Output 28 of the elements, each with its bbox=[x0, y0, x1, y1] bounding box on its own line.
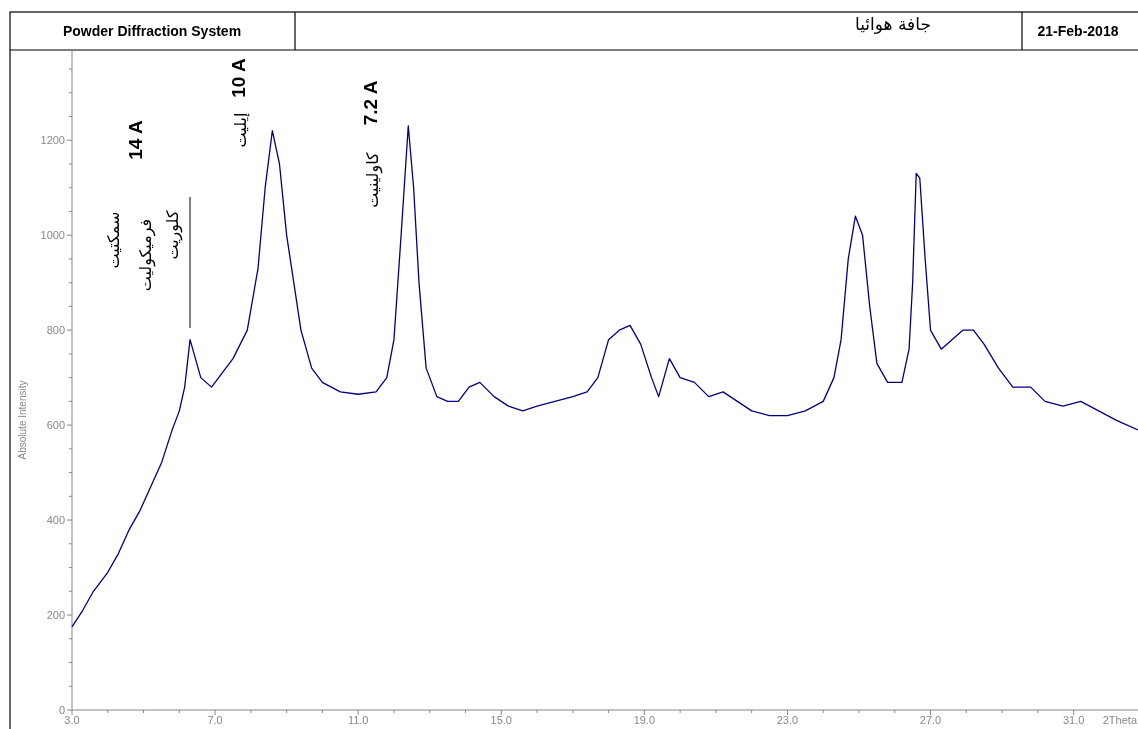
x-tick-label: 15.0 bbox=[490, 714, 512, 726]
annotation: إيليت bbox=[230, 112, 250, 148]
annotation: 14 A bbox=[124, 120, 146, 160]
y-tick-label: 1200 bbox=[40, 134, 65, 147]
y-axis-title: Absolute Intensity bbox=[17, 380, 28, 460]
y-tick-label: 0 bbox=[58, 704, 65, 716]
y-tick-label: 600 bbox=[46, 419, 65, 432]
y-tick-label: 1000 bbox=[40, 229, 65, 242]
x-axis-title: 2Theta bbox=[1102, 714, 1138, 726]
x-tick-label: 27.0 bbox=[919, 714, 942, 726]
y-tick-label: 400 bbox=[46, 514, 65, 527]
x-tick-label: 23.0 bbox=[776, 714, 799, 726]
x-tick-label: 31.0 bbox=[1062, 714, 1085, 726]
annotation: فرميكوليت bbox=[135, 218, 156, 292]
annotation: 7.2 A bbox=[359, 80, 381, 126]
annotation: سمكتيت bbox=[103, 211, 123, 269]
y-tick-label: 800 bbox=[46, 324, 65, 337]
annotation: كاولينيت bbox=[362, 151, 383, 208]
chart-title: جافة هوائيا bbox=[855, 14, 931, 34]
x-tick-label: 7.0 bbox=[207, 714, 223, 726]
x-tick-label: 19.0 bbox=[633, 714, 656, 726]
annotation: كلوريت bbox=[162, 210, 183, 260]
text: Powder Diffraction System bbox=[62, 23, 242, 39]
x-tick-label: 11.0 bbox=[347, 714, 369, 726]
y-tick-label: 200 bbox=[46, 609, 65, 622]
text: 21-Feb-2018 bbox=[1037, 23, 1119, 39]
annotation: 10 A bbox=[227, 58, 249, 98]
x-tick-label: 3.0 bbox=[64, 714, 80, 726]
